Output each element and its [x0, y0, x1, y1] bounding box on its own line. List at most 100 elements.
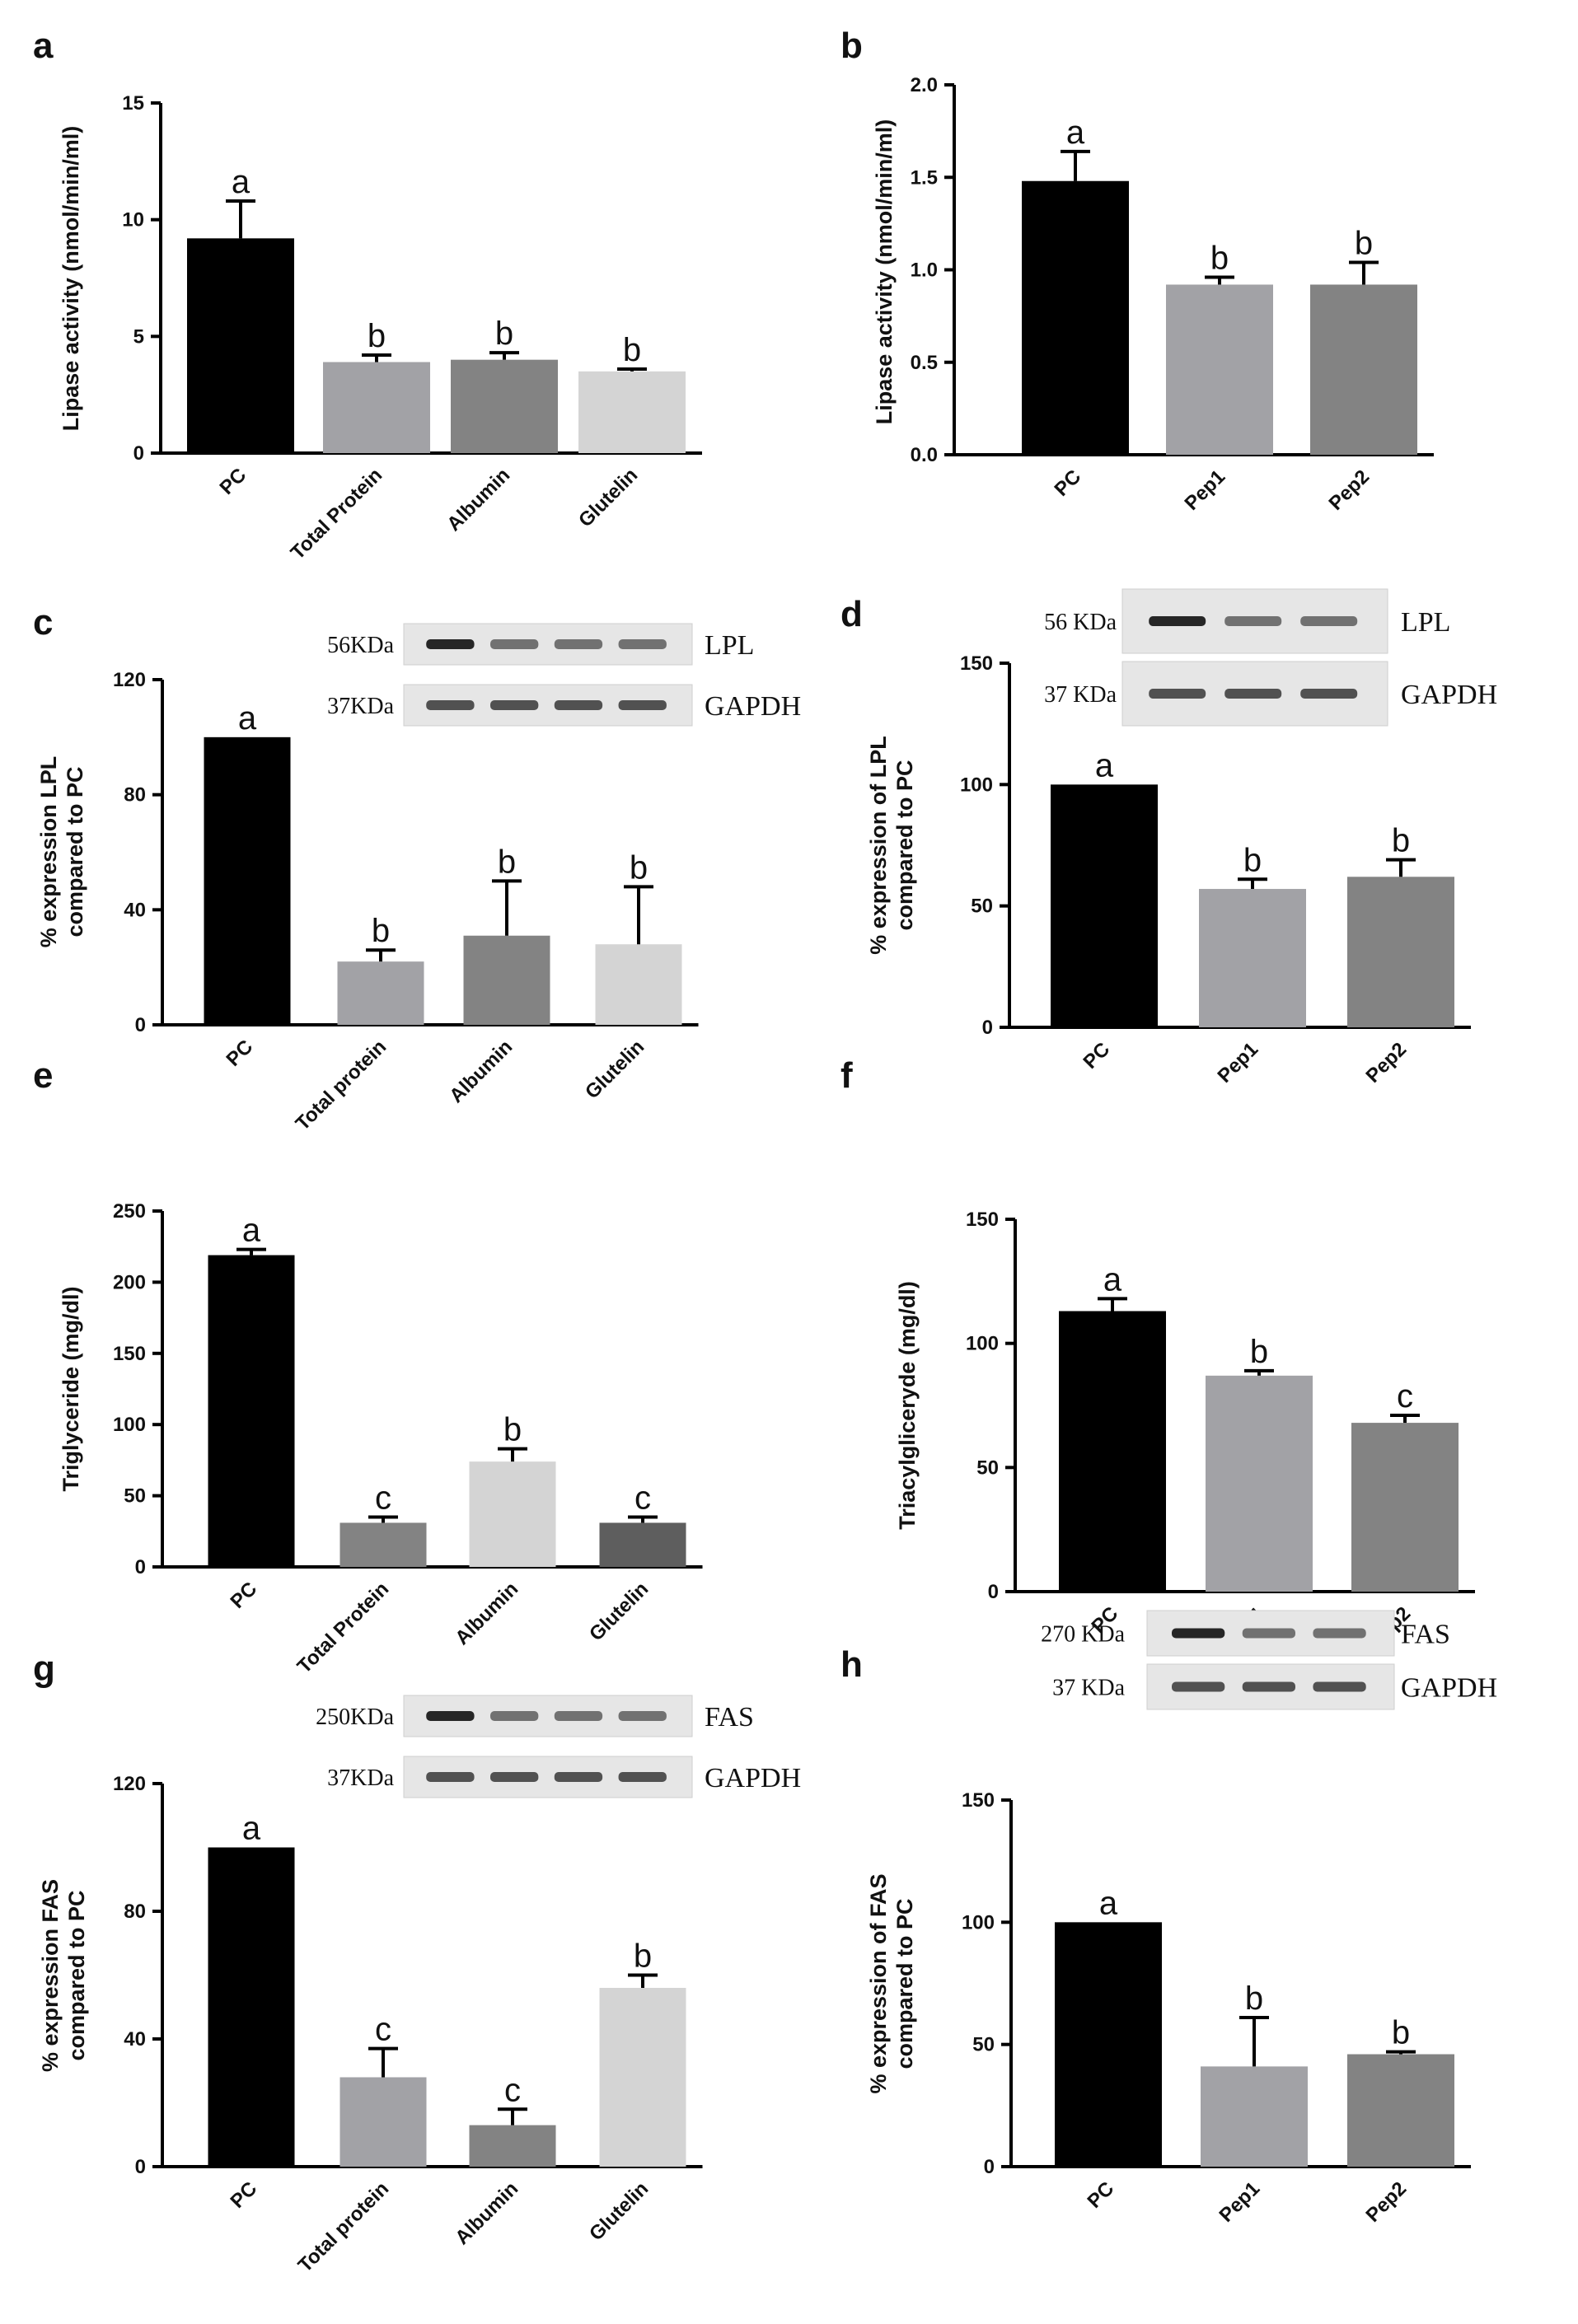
panel-c: c 0 40 80 120 % expression LPLcompared to PC a… [33, 602, 801, 1135]
panel-letter-b: b [841, 26, 863, 66]
bar-albumin [469, 2125, 556, 2167]
x-tick-label: Total Protein [293, 1578, 394, 1678]
x-tick-label: PC [1051, 465, 1086, 501]
y-tick-label: 150 [966, 1209, 999, 1231]
blot-band [1242, 1681, 1295, 1692]
blot-band [554, 1711, 603, 1721]
panel-letter-a: a [33, 26, 54, 66]
bar-pc [1022, 180, 1129, 456]
significance-label: b [634, 1938, 652, 1975]
bar-total-protein [323, 362, 430, 453]
blot-band [1300, 689, 1358, 699]
significance-label: a [1099, 1885, 1118, 1921]
panel-letter-g: g [33, 1648, 55, 1689]
y-tick-label: 1.5 [911, 166, 938, 189]
bar-pc [1059, 1311, 1166, 1592]
bar-total-protein [339, 2077, 427, 2167]
significance-label: b [503, 1412, 522, 1448]
bar-pep2 [1347, 2054, 1454, 2167]
y-tick-label: 0 [984, 2156, 995, 2178]
x-tick-label: PC [216, 464, 251, 499]
y-axis-label-line: % expression of FAS [866, 1873, 891, 2093]
significance-label: b [1210, 240, 1229, 276]
significance-label: b [1355, 226, 1373, 262]
blot-kda-label: 37KDa [327, 694, 394, 719]
significance-label: b [1392, 2015, 1410, 2051]
y-tick-label: 0 [133, 442, 144, 465]
blot-band [1172, 1628, 1225, 1639]
significance-label: c [375, 1480, 391, 1517]
y-axis-label-line: compared to PC [892, 760, 917, 930]
significance-label: b [1392, 823, 1410, 859]
x-tick-label: Total protein [292, 1036, 391, 1135]
x-tick-label: PC [227, 2177, 262, 2213]
x-tick-label: PC [227, 1578, 262, 1613]
y-tick-label: 0 [135, 1556, 146, 1578]
blot-band [490, 1711, 539, 1721]
panel-e: e 0 50 100 150 200 250 Triglyceride (mg/dl) a PC c… [33, 1055, 703, 1678]
panel-letter-h: h [841, 1644, 863, 1685]
y-axis-label-line: compared to PC [64, 1890, 89, 2060]
significance-label: b [498, 844, 516, 880]
blot-protein-label: GAPDH [705, 691, 801, 722]
bar-glutelin [599, 1522, 686, 1567]
y-tick-label: 0 [135, 1014, 146, 1036]
x-tick-label: Albumin [451, 2177, 522, 2249]
y-tick-label: 100 [962, 1911, 995, 1934]
y-tick-label: 0 [135, 2156, 146, 2178]
blot-band [554, 700, 603, 710]
bar-glutelin [595, 944, 682, 1025]
blot-band [618, 700, 667, 710]
blot-kda-label: 37KDa [327, 1765, 394, 1791]
bar-pep1 [1199, 889, 1306, 1027]
y-tick-label: 100 [113, 1414, 146, 1436]
significance-label: a [242, 1213, 261, 1249]
blot-kda-label: 56KDa [327, 633, 394, 658]
blot-band [1242, 1628, 1295, 1639]
western-blot: 270 KDa FAS 37 KDa GAPDH [1041, 1610, 1497, 1710]
x-tick-label: Glutelin [585, 2177, 653, 2245]
blot-band [490, 1772, 539, 1782]
blot-kda-label: 56 KDa [1044, 610, 1117, 635]
panel-a: a 0 5 10 15 Lipase activity (nmol/min/ml) a PC b… [33, 26, 702, 564]
x-tick-label: Total protein [294, 2177, 394, 2277]
blot-band [490, 700, 539, 710]
western-blot: 250KDa FAS 37KDa GAPDH [316, 1695, 801, 1798]
significance-label: b [368, 318, 386, 354]
bar-pep1 [1201, 2066, 1308, 2167]
x-tick-label: Pep1 [1181, 465, 1230, 515]
bar-pep1 [1166, 284, 1273, 455]
bar-pep2 [1351, 1423, 1459, 1592]
y-axis-label-line: compared to PC [892, 1898, 917, 2069]
y-tick-label: 40 [124, 899, 146, 921]
blot-band [1172, 1681, 1225, 1692]
panel-h: h 0 50 100 150 % expression of FAScompared to… [841, 1610, 1497, 2227]
y-tick-label: 0 [982, 1017, 993, 1039]
blot-protein-label: LPL [1401, 607, 1450, 638]
y-tick-label: 0.0 [911, 444, 938, 466]
y-axis-label-line: % expression FAS [38, 1879, 63, 2072]
y-tick-label: 10 [122, 209, 144, 231]
blot-kda-label: 37 KDa [1052, 1676, 1125, 1701]
western-blot: 56 KDa LPL 37 KDa GAPDH [1044, 588, 1497, 727]
x-tick-label: Glutelin [581, 1036, 649, 1103]
y-axis-label: Triglyceride (mg/dl) [59, 1286, 83, 1491]
significance-label: b [623, 332, 641, 368]
y-tick-label: 80 [124, 784, 146, 807]
blot-band [426, 1711, 475, 1721]
x-tick-label: Pep2 [1325, 465, 1374, 515]
y-tick-label: 150 [960, 652, 993, 675]
blot-protein-label: GAPDH [1401, 1673, 1497, 1704]
panel-d: d 0 50 100 150 % expression of LPLcompared to… [841, 588, 1497, 1087]
blot-protein-label: FAS [1401, 1620, 1450, 1650]
significance-label: c [504, 2072, 521, 2108]
significance-label: b [1245, 1980, 1263, 2017]
blot-band [1313, 1628, 1366, 1639]
significance-label: a [1066, 115, 1085, 151]
significance-label: a [1095, 747, 1114, 783]
y-axis-label: Triacylgliceryde (mg/dl) [895, 1281, 920, 1530]
x-tick-label: PC [222, 1036, 258, 1071]
y-tick-label: 0 [988, 1581, 999, 1603]
